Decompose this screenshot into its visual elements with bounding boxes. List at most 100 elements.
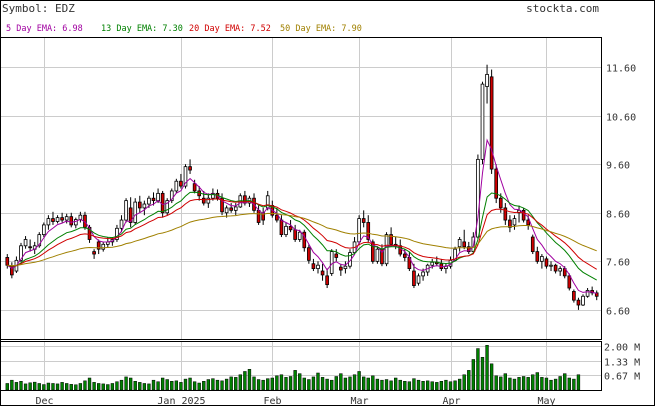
candle [229, 203, 233, 213]
candle [343, 261, 348, 274]
candle-body [183, 166, 188, 187]
candle [558, 266, 562, 276]
ema13-line [7, 191, 597, 281]
candle-body [402, 253, 407, 258]
candle-body [549, 264, 553, 267]
volume-bar [462, 374, 466, 391]
price-tick-label: 9.60 [606, 161, 630, 172]
candle [179, 173, 183, 189]
candle [233, 203, 238, 216]
candle-body [169, 190, 174, 202]
volume-bar [503, 373, 507, 391]
candle-body [23, 239, 28, 247]
candle-body [553, 264, 558, 272]
candle [384, 232, 389, 267]
volume-bar [97, 383, 101, 391]
candle [46, 215, 51, 230]
candle-body [325, 275, 329, 286]
candle-body [137, 201, 142, 209]
volume-bar [489, 363, 494, 391]
volume-bar [526, 377, 530, 391]
candle [416, 273, 421, 286]
volume-bar [37, 383, 41, 391]
candle-body [311, 263, 316, 270]
volume-bar [87, 377, 92, 391]
candle-body [480, 83, 485, 160]
volume-bar [508, 377, 512, 391]
date-tick-label: Jan 2025 [157, 396, 205, 406]
volume-bar [160, 377, 165, 391]
candle-body [329, 251, 334, 274]
volume-bar [494, 375, 498, 391]
volume-bar [60, 382, 64, 391]
candle-body [156, 192, 160, 202]
volume-bar [339, 373, 343, 391]
candle [375, 246, 380, 264]
candle [476, 154, 480, 240]
candle-body [224, 207, 229, 214]
volume-bar [362, 376, 366, 391]
volume-bar [74, 384, 78, 391]
volume-bar [412, 378, 416, 391]
candle [51, 211, 55, 225]
volume-bar [348, 376, 352, 391]
volume-bar [115, 381, 119, 391]
candle-body [288, 225, 293, 231]
candle [325, 268, 329, 289]
candle-body [316, 264, 320, 270]
candle-body [69, 216, 74, 226]
volume-bar [65, 383, 69, 391]
candle-body [28, 246, 32, 249]
candle-body [192, 183, 197, 192]
candle [311, 258, 316, 272]
candle [183, 164, 188, 189]
volume-bar [275, 375, 279, 391]
candle-body [508, 219, 512, 228]
candle [480, 81, 485, 165]
candle [119, 215, 124, 233]
candle-body [540, 256, 544, 262]
candle-body [101, 243, 106, 250]
candle-body [334, 253, 339, 258]
candle-body [261, 212, 265, 221]
volume-bar [407, 381, 412, 391]
legend-ema13: 13 Day EMA: 7.30 [101, 24, 183, 34]
volume-bar [394, 377, 398, 391]
volume-bar [197, 382, 201, 391]
volume-bar [179, 382, 183, 391]
volume-bar [170, 381, 174, 391]
candle [307, 244, 311, 264]
volume-bar [366, 377, 370, 391]
candle [339, 263, 343, 276]
ema-lines [7, 138, 597, 294]
volume-bar [302, 377, 306, 391]
volume-bar [192, 381, 197, 391]
volume-bar [540, 377, 544, 391]
legend-ema50: 50 Day EMA: 7.90 [280, 24, 362, 34]
date-axis-labels: Dec Jan 2025 Feb Mar Apr May [35, 396, 555, 406]
volume-bar [567, 377, 571, 391]
candle-body [594, 292, 599, 297]
candle [169, 188, 174, 204]
volume-bar [55, 383, 60, 391]
candle-body [535, 251, 540, 262]
candle [581, 294, 585, 306]
candle-body [430, 261, 435, 266]
volume-bar [425, 380, 430, 391]
candle [55, 215, 60, 224]
volume-bar [435, 382, 439, 391]
volume-bar [211, 378, 215, 391]
candle [42, 222, 46, 238]
candle [275, 207, 279, 223]
candle-body [366, 222, 371, 240]
candle-body [581, 295, 585, 306]
volume-bar [10, 379, 14, 391]
candle-body [206, 197, 211, 204]
candle-body [307, 247, 311, 261]
candle-body [74, 219, 78, 226]
volume-bar [220, 380, 224, 391]
volume-bar [101, 383, 105, 391]
volume-bar [512, 378, 517, 391]
price-tick-label: 11.60 [606, 64, 636, 75]
